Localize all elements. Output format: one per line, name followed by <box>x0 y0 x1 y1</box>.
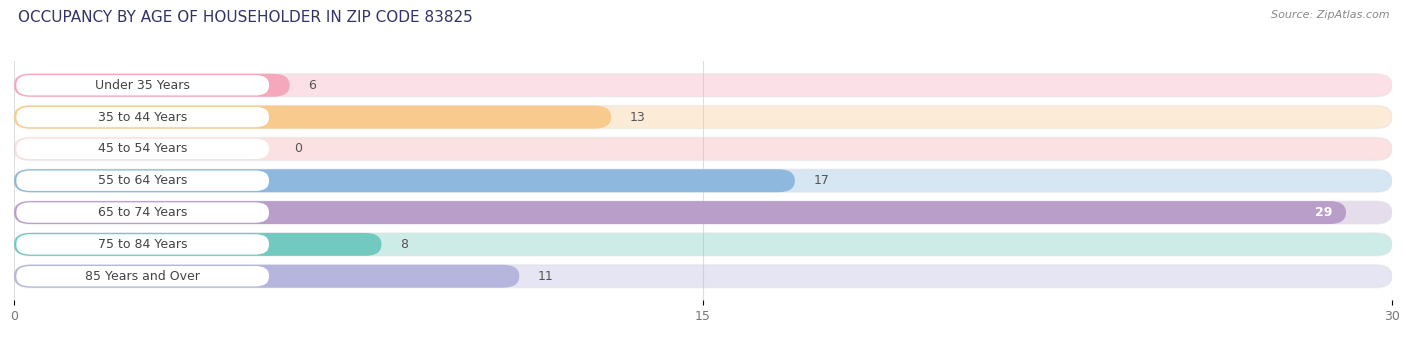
Text: Under 35 Years: Under 35 Years <box>96 79 190 92</box>
FancyBboxPatch shape <box>14 169 1392 192</box>
FancyBboxPatch shape <box>14 233 1392 256</box>
Text: 55 to 64 Years: 55 to 64 Years <box>98 174 187 187</box>
Text: 11: 11 <box>537 270 554 283</box>
FancyBboxPatch shape <box>17 75 269 95</box>
FancyBboxPatch shape <box>17 139 269 159</box>
FancyBboxPatch shape <box>14 169 794 192</box>
FancyBboxPatch shape <box>14 265 519 288</box>
Text: 8: 8 <box>399 238 408 251</box>
Text: 65 to 74 Years: 65 to 74 Years <box>98 206 187 219</box>
FancyBboxPatch shape <box>14 137 1392 160</box>
Text: 75 to 84 Years: 75 to 84 Years <box>98 238 187 251</box>
FancyBboxPatch shape <box>14 106 612 129</box>
FancyBboxPatch shape <box>17 266 269 286</box>
Text: OCCUPANCY BY AGE OF HOUSEHOLDER IN ZIP CODE 83825: OCCUPANCY BY AGE OF HOUSEHOLDER IN ZIP C… <box>18 10 472 25</box>
FancyBboxPatch shape <box>17 107 269 127</box>
FancyBboxPatch shape <box>14 265 1392 288</box>
Text: 17: 17 <box>813 174 830 187</box>
FancyBboxPatch shape <box>14 106 1392 129</box>
Text: 0: 0 <box>294 143 302 155</box>
FancyBboxPatch shape <box>14 74 1392 97</box>
FancyBboxPatch shape <box>17 202 269 223</box>
FancyBboxPatch shape <box>17 170 269 191</box>
FancyBboxPatch shape <box>14 201 1392 224</box>
Text: 85 Years and Over: 85 Years and Over <box>86 270 200 283</box>
FancyBboxPatch shape <box>14 74 290 97</box>
Text: 13: 13 <box>630 110 645 123</box>
Text: Source: ZipAtlas.com: Source: ZipAtlas.com <box>1271 10 1389 20</box>
Text: 35 to 44 Years: 35 to 44 Years <box>98 110 187 123</box>
FancyBboxPatch shape <box>14 201 1346 224</box>
Text: 45 to 54 Years: 45 to 54 Years <box>98 143 187 155</box>
Text: 6: 6 <box>308 79 316 92</box>
Text: 29: 29 <box>1315 206 1333 219</box>
FancyBboxPatch shape <box>14 233 381 256</box>
FancyBboxPatch shape <box>17 234 269 255</box>
